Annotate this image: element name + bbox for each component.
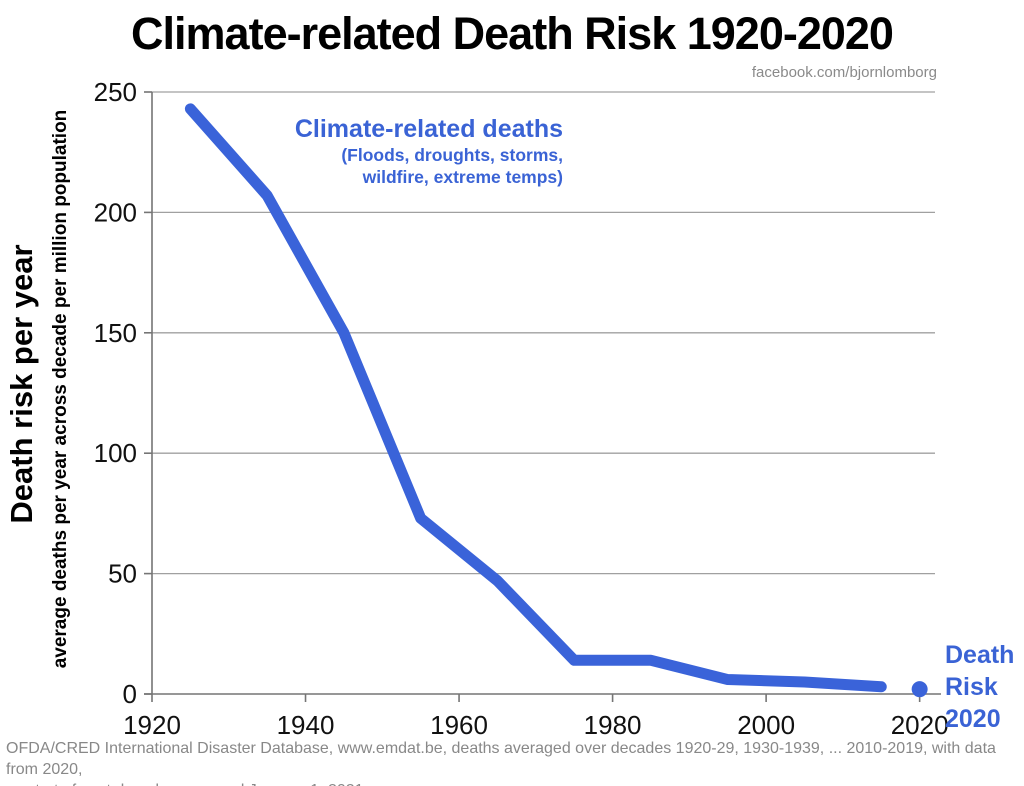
- x-tick-label-1920: 1920: [123, 710, 181, 740]
- credit-url: facebook.com/bjornlomborg: [751, 64, 937, 81]
- death-risk-2020-label-line2: Risk: [945, 673, 998, 701]
- death-risk-2020-label: Death Risk 2020: [945, 639, 1014, 735]
- series-annotation-sub1: (Floods, droughts, storms,: [341, 145, 563, 165]
- y-tick-label-0: 0: [123, 679, 137, 709]
- x-tick-label-1960: 1960: [430, 710, 488, 740]
- y-tick-label-150: 150: [94, 318, 137, 348]
- y-tick-label-50: 50: [108, 559, 137, 589]
- source-footnote-line2: as start of next decade, accessed Januar…: [6, 780, 1024, 786]
- series-annotation-heading: Climate-related deaths: [294, 115, 563, 143]
- chart-title: Climate-related Death Risk 1920-2020: [131, 8, 894, 59]
- series-annotation-sub2: wildfire, extreme temps): [362, 167, 563, 188]
- source-footnote-line1: OFDA/CRED International Disaster Databas…: [6, 740, 996, 778]
- source-footnote: OFDA/CRED International Disaster Databas…: [6, 738, 1024, 786]
- y-tick-label-250: 250: [94, 77, 137, 107]
- climate-deaths-line: [184, 103, 887, 693]
- death-risk-2020-label-line1: Death: [945, 641, 1015, 669]
- x-tick-label-2000: 2000: [737, 710, 795, 740]
- x-tick-label-1980: 1980: [584, 710, 642, 740]
- x-tick-label-1940: 1940: [277, 710, 335, 740]
- y-tick-label-100: 100: [94, 438, 137, 468]
- y-tick-label-200: 200: [94, 197, 137, 227]
- x-tick-label-2020: 2020: [891, 710, 949, 740]
- death-risk-2020-point: [911, 681, 928, 698]
- series-annotation: Climate-related deaths (Floods, droughts…: [295, 114, 563, 189]
- death-risk-2020-label-line3: 2020: [945, 705, 1001, 733]
